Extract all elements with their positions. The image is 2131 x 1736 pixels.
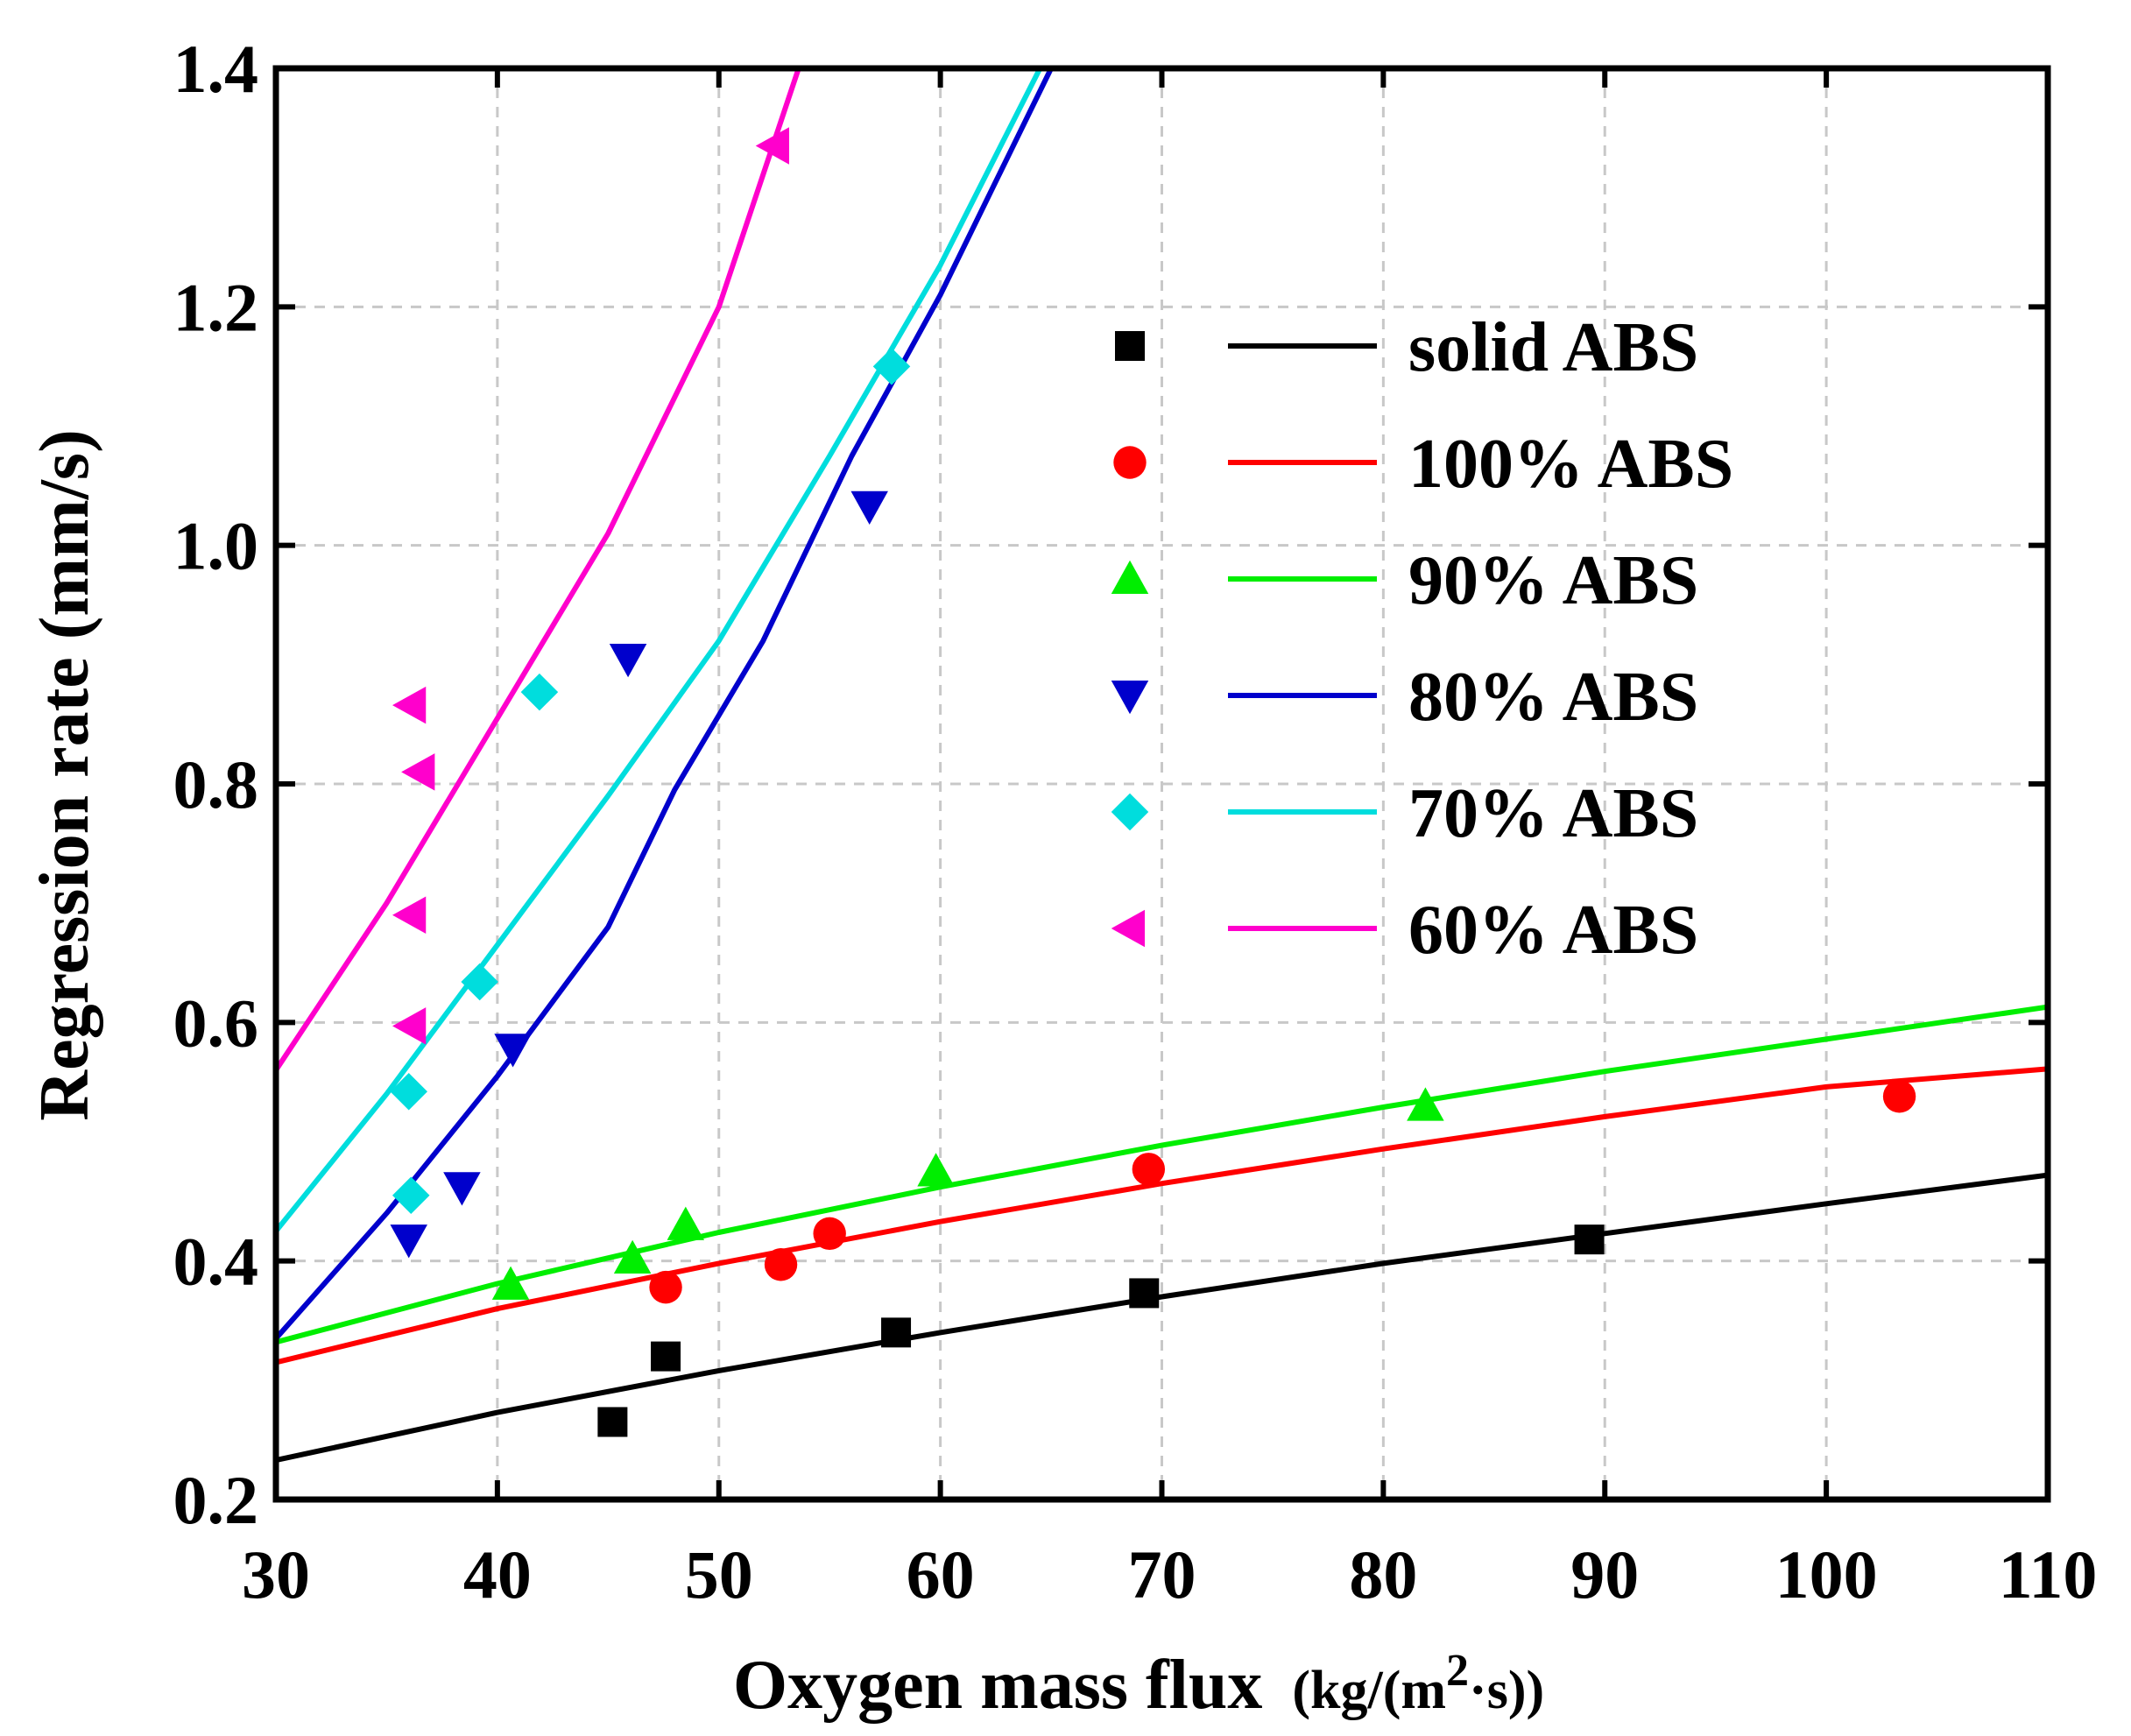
data-point-60-abs <box>392 1007 427 1045</box>
data-point-70-abs <box>392 1176 430 1215</box>
data-point-80-abs <box>609 644 647 678</box>
x-axis-label: Oxygen mass flux <box>733 1647 1263 1724</box>
legend-marker-70-abs <box>1111 793 1149 831</box>
data-point-80-abs <box>494 1034 532 1068</box>
legend-label: 80% ABS <box>1408 659 1698 736</box>
x-axis-unit-sup: 2 <box>1446 1646 1469 1696</box>
data-points <box>390 127 1916 1437</box>
x-tick-label: 60 <box>907 1536 975 1613</box>
fit-line-80-abs <box>276 68 1054 1341</box>
data-point-90-abs <box>667 1206 705 1240</box>
data-point-60-abs <box>755 127 789 165</box>
data-point-100-abs <box>1882 1080 1916 1113</box>
fit-line-70-abs <box>276 68 1043 1233</box>
data-point-80-abs <box>850 490 888 525</box>
y-tick-label: 1.4 <box>173 31 259 107</box>
grid <box>276 68 2048 1500</box>
y-tick-label: 0.6 <box>173 984 259 1061</box>
data-point-90-abs <box>491 1266 530 1300</box>
data-point-70-abs <box>461 963 498 1001</box>
y-tick-label: 1.2 <box>173 269 259 345</box>
x-axis-unit-pre: (kg/(m <box>1292 1661 1446 1720</box>
fit-line-90-abs <box>276 1004 2048 1345</box>
legend-label: 90% ABS <box>1408 542 1698 619</box>
data-point-70-abs <box>872 348 911 385</box>
data-point-90-abs <box>1407 1087 1444 1121</box>
x-tick-label: 110 <box>1999 1536 2098 1613</box>
legend-label: solid ABS <box>1408 309 1698 386</box>
data-point-solid-abs <box>881 1317 912 1348</box>
data-point-100-abs <box>649 1270 682 1304</box>
x-tick-label: 100 <box>1775 1536 1878 1613</box>
fit-line-100-abs <box>276 1066 2048 1366</box>
data-point-60-abs <box>401 753 435 791</box>
fit-line-60-abs <box>276 68 801 1072</box>
legend-marker-100-abs <box>1113 446 1147 479</box>
data-point-60-abs <box>392 686 427 724</box>
data-point-80-abs <box>443 1172 481 1206</box>
data-point-solid-abs <box>651 1341 681 1372</box>
data-point-solid-abs <box>1129 1278 1160 1309</box>
x-axis-title: Oxygen mass flux (kg/(m2·s)) <box>733 1646 1544 1724</box>
axis-ticks: 30 40 50 60 70 80 90 100 110 0.2 0.4 0.6 0.8 1.0 1.2 1.… <box>173 31 2098 1613</box>
legend-marker-60-abs <box>1111 909 1145 948</box>
data-point-70-abs <box>390 1073 427 1111</box>
legend-marker-80-abs <box>1111 681 1149 715</box>
legend-label: 60% ABS <box>1408 892 1698 969</box>
x-tick-label: 70 <box>1128 1536 1196 1613</box>
legend-label: 70% ABS <box>1408 775 1698 852</box>
fit-lines <box>276 68 2048 1464</box>
data-point-80-abs <box>390 1224 427 1259</box>
data-point-solid-abs <box>1574 1224 1605 1255</box>
data-point-70-abs <box>520 673 559 711</box>
y-tick-label: 0.8 <box>173 746 259 822</box>
x-tick-label: 90 <box>1570 1536 1639 1613</box>
y-axis-title: Regression rate (mm/s) <box>26 429 103 1120</box>
data-point-90-abs <box>917 1153 955 1187</box>
x-tick-label: 40 <box>463 1536 532 1613</box>
y-tick-label: 1.0 <box>173 508 259 584</box>
x-tick-label: 80 <box>1349 1536 1417 1613</box>
y-tick-label: 0.2 <box>173 1462 259 1538</box>
x-tick-label: 50 <box>685 1536 753 1613</box>
y-tick-label: 0.4 <box>173 1224 259 1300</box>
data-point-60-abs <box>392 896 427 935</box>
legend-marker-solid-abs <box>1115 331 1145 361</box>
data-point-solid-abs <box>597 1407 628 1437</box>
legend: solid ABS 100% ABS 90% ABS 80% ABS 70% ABS 60… <box>1111 309 1733 969</box>
data-point-100-abs <box>1132 1153 1166 1186</box>
legend-label: 100% ABS <box>1408 426 1733 503</box>
x-axis-unit-post: ·s)) <box>1469 1661 1544 1720</box>
legend-marker-90-abs <box>1111 560 1149 594</box>
data-point-100-abs <box>764 1248 798 1281</box>
fit-line-solid-abs <box>276 1172 2048 1464</box>
data-point-100-abs <box>813 1217 846 1251</box>
data-point-90-abs <box>613 1239 652 1274</box>
x-tick-label: 30 <box>242 1536 310 1613</box>
